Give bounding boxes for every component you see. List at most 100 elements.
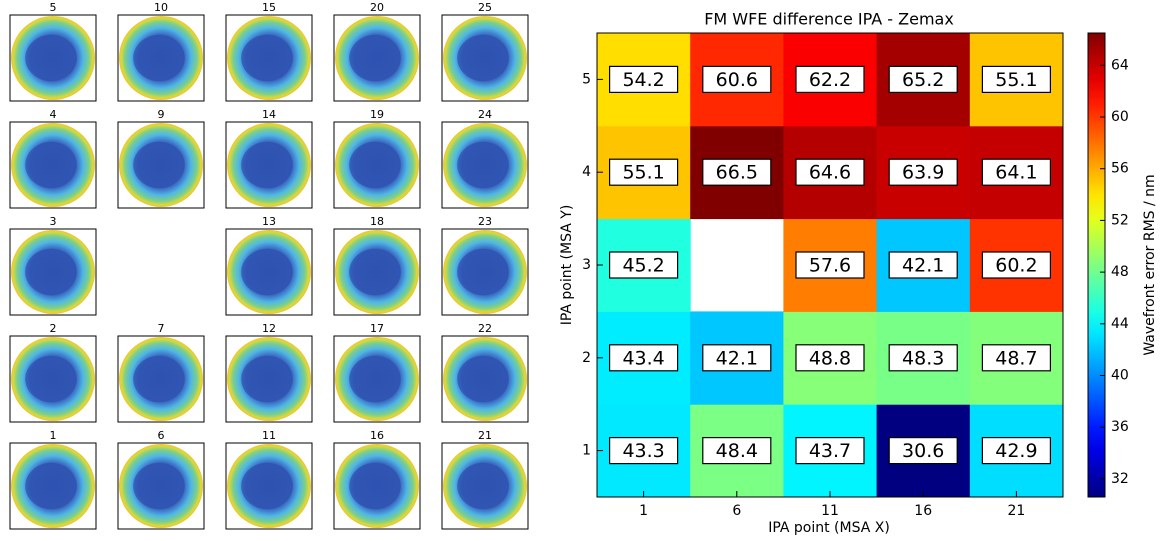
value-label-box bbox=[608, 437, 679, 465]
value-label-box bbox=[888, 437, 958, 465]
value-label: 55.1 bbox=[622, 162, 664, 184]
value-label-box bbox=[888, 65, 958, 94]
value-label: 48.4 bbox=[716, 440, 758, 462]
panel-title: 23 bbox=[478, 215, 492, 228]
value-label-box bbox=[702, 344, 772, 372]
value-label: 64.1 bbox=[995, 162, 1037, 184]
value-label: 48.7 bbox=[995, 347, 1037, 369]
y-tick-label: 1 bbox=[582, 443, 591, 459]
wavefront-core bbox=[349, 248, 401, 296]
x-tick-label: 1 bbox=[639, 503, 648, 519]
wavefront-core bbox=[25, 248, 77, 296]
panel-title: 6 bbox=[158, 429, 165, 442]
panel-title: 14 bbox=[262, 108, 276, 121]
colorbar-tick-label: 44 bbox=[1111, 316, 1129, 332]
value-label-box bbox=[608, 65, 679, 94]
value-label-box bbox=[795, 65, 865, 94]
x-tick-label: 11 bbox=[821, 503, 839, 519]
chart-title: FM WFE difference IPA - Zemax bbox=[704, 10, 954, 29]
colorbar-tick-label: 32 bbox=[1111, 471, 1129, 487]
wavefront-core bbox=[241, 34, 293, 82]
value-label-box bbox=[608, 344, 679, 372]
panel-title: 15 bbox=[262, 1, 276, 14]
panel-title: 2 bbox=[50, 322, 57, 335]
panel-title: 16 bbox=[370, 429, 384, 442]
panel-title: 7 bbox=[158, 322, 165, 335]
value-label-box bbox=[795, 158, 865, 186]
value-label: 60.6 bbox=[716, 69, 758, 91]
value-label-box bbox=[702, 437, 772, 465]
colorbar-tick-label: 36 bbox=[1111, 419, 1129, 435]
panel-title: 21 bbox=[478, 429, 492, 442]
value-label: 30.6 bbox=[902, 440, 944, 462]
value-label: 60.2 bbox=[995, 255, 1037, 277]
wavefront-core bbox=[457, 355, 509, 403]
value-label-box bbox=[795, 344, 865, 372]
panel-title: 12 bbox=[262, 322, 276, 335]
wavefront-core bbox=[241, 248, 293, 296]
value-label: 48.8 bbox=[809, 347, 851, 369]
panel-title: 24 bbox=[478, 108, 492, 121]
panel-title: 4 bbox=[50, 108, 57, 121]
panel-title: 13 bbox=[262, 215, 276, 228]
value-label-box bbox=[795, 437, 865, 465]
wavefront-core bbox=[241, 141, 293, 189]
value-label-box bbox=[981, 65, 1052, 94]
value-label: 64.6 bbox=[809, 162, 851, 184]
wavefront-core bbox=[241, 462, 293, 510]
wavefront-core bbox=[133, 355, 185, 403]
wavefront-core bbox=[25, 141, 77, 189]
panel-title: 10 bbox=[154, 1, 168, 14]
panel-title: 11 bbox=[262, 429, 276, 442]
panel-title: 25 bbox=[478, 1, 492, 14]
wavefront-core bbox=[457, 248, 509, 296]
colorbar-tick-label: 52 bbox=[1111, 212, 1129, 228]
wavefront-core bbox=[25, 355, 77, 403]
panel-title: 20 bbox=[370, 1, 384, 14]
value-label: 66.5 bbox=[716, 162, 758, 184]
value-label: 55.1 bbox=[995, 69, 1037, 91]
value-label: 45.2 bbox=[622, 255, 664, 277]
wavefront-core bbox=[349, 141, 401, 189]
colorbar-tick-label: 48 bbox=[1111, 264, 1129, 280]
wavefront-core bbox=[25, 462, 77, 510]
y-axis-label: IPA point (MSA Y) bbox=[559, 205, 575, 326]
panel-title: 5 bbox=[50, 1, 57, 14]
x-tick-label: 21 bbox=[1007, 503, 1025, 519]
value-label-box bbox=[981, 251, 1052, 279]
y-tick-label: 2 bbox=[582, 350, 591, 366]
colorbar-tick-label: 56 bbox=[1111, 161, 1129, 177]
panel-title: 17 bbox=[370, 322, 384, 335]
colorbar bbox=[1087, 32, 1106, 498]
wavefront-core bbox=[349, 34, 401, 82]
x-axis-label: IPA point (MSA X) bbox=[768, 520, 890, 536]
value-label: 62.2 bbox=[809, 69, 851, 91]
y-tick-label: 3 bbox=[582, 257, 591, 273]
wavefront-core bbox=[25, 34, 77, 82]
panel-title: 1 bbox=[50, 429, 57, 442]
wavefront-core bbox=[349, 355, 401, 403]
panel-title: 18 bbox=[370, 215, 384, 228]
value-label-box bbox=[608, 251, 679, 279]
panel-title: 19 bbox=[370, 108, 384, 121]
value-label-box bbox=[608, 158, 679, 186]
value-label-box bbox=[981, 344, 1052, 372]
wavefront-core bbox=[457, 462, 509, 510]
value-label: 43.4 bbox=[622, 347, 664, 369]
value-label-box bbox=[981, 437, 1052, 465]
wavefront-core bbox=[133, 141, 185, 189]
value-label-box bbox=[888, 158, 958, 186]
x-tick-label: 6 bbox=[732, 503, 741, 519]
value-label-box bbox=[981, 158, 1052, 186]
value-label: 42.9 bbox=[995, 440, 1037, 462]
wavefront-core bbox=[133, 34, 185, 82]
value-label: 42.1 bbox=[902, 255, 944, 277]
wavefront-core bbox=[349, 462, 401, 510]
colorbar-label: Wavefront error RMS / nm bbox=[1142, 174, 1158, 355]
value-label: 57.6 bbox=[809, 255, 851, 277]
value-label: 54.2 bbox=[622, 69, 664, 91]
panel-title: 9 bbox=[158, 108, 165, 121]
value-label-box bbox=[702, 65, 772, 94]
y-tick-label: 5 bbox=[582, 71, 591, 87]
